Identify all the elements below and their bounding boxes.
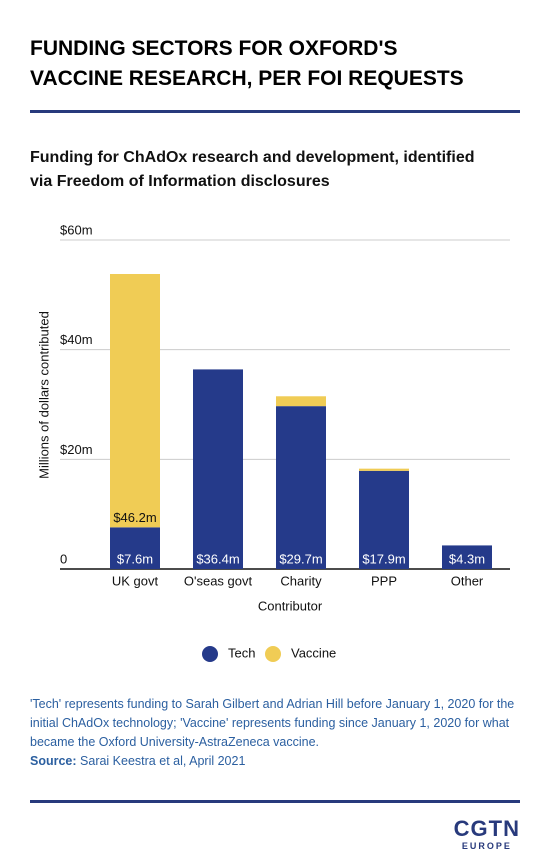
legend-swatch xyxy=(202,646,218,662)
x-tick-label: UK govt xyxy=(112,573,159,588)
brand-region: EUROPE xyxy=(461,841,512,851)
legend-label: Tech xyxy=(228,645,255,660)
y-axis-label: Millions of dollars contributed xyxy=(36,311,51,479)
value-label: $36.4m xyxy=(196,551,239,566)
top-rule xyxy=(30,110,520,113)
bar-segment xyxy=(359,470,409,569)
legend-swatch xyxy=(265,646,281,662)
bar-segment xyxy=(359,468,409,471)
value-label: $17.9m xyxy=(362,551,405,566)
bar-segment xyxy=(442,545,492,569)
subtitle: Funding for ChAdOx research and developm… xyxy=(30,149,475,190)
bar-segment xyxy=(193,369,243,569)
y-tick-label: $40m xyxy=(60,332,93,347)
value-label: $29.7m xyxy=(279,551,322,566)
value-label: $4.3m xyxy=(449,551,485,566)
source: Sarai Keestra et al, April 2021 xyxy=(80,754,246,768)
bar-segment xyxy=(276,406,326,569)
bar-segment xyxy=(110,273,160,528)
x-axis-label: Contributor xyxy=(258,598,323,613)
title: FUNDING SECTORS FOR OXFORD'S VACCINE RES… xyxy=(30,37,464,90)
x-tick-label: Other xyxy=(451,573,484,588)
y-tick-label: $20m xyxy=(60,442,93,457)
value-label: $7.6m xyxy=(117,551,153,566)
footnote: 'Tech' represents funding to Sarah Gilbe… xyxy=(30,697,515,749)
footnote-block: 'Tech' represents funding to Sarah Gilbe… xyxy=(30,695,525,771)
bottom-rule xyxy=(30,800,520,803)
bar-segment xyxy=(276,396,326,407)
x-tick-label: Charity xyxy=(280,573,322,588)
x-tick-label: PPP xyxy=(371,573,397,588)
y-tick-label: 0 xyxy=(60,551,67,566)
source-label: Source: xyxy=(30,754,77,768)
legend-label: Vaccine xyxy=(291,645,336,660)
bar-segment xyxy=(110,527,160,569)
x-tick-label: O'seas govt xyxy=(184,573,253,588)
brand: CGTN EUROPE xyxy=(454,818,520,852)
brand-name: CGTN xyxy=(453,816,520,841)
value-label: $46.2m xyxy=(113,510,156,525)
y-tick-label: $60m xyxy=(60,222,93,237)
